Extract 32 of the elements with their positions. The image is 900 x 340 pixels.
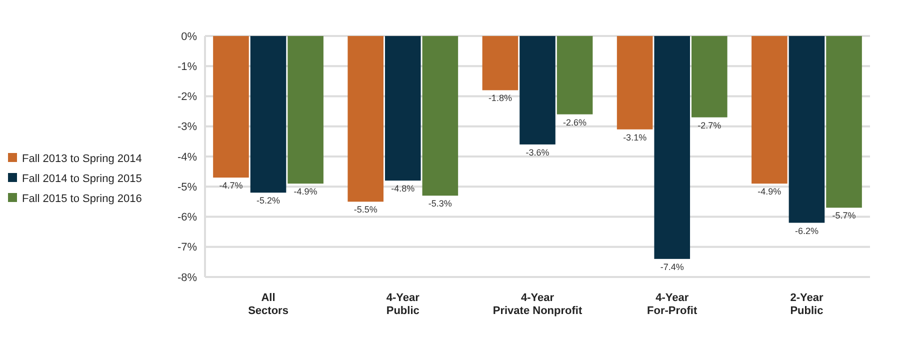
y-tick-label: -2% xyxy=(177,91,198,104)
y-tick-label: -1% xyxy=(177,60,198,73)
legend-label: Fall 2014 to Spring 2015 xyxy=(22,172,142,185)
data-label: -3.6% xyxy=(526,147,550,158)
data-label: -4.8% xyxy=(391,184,415,194)
data-label: -6.2% xyxy=(794,226,818,236)
y-tick-label: -4% xyxy=(177,151,198,164)
y-tick-label: 0% xyxy=(181,30,198,43)
y-tick-label: -5% xyxy=(177,181,198,194)
data-label: -3.1% xyxy=(623,132,647,142)
legend-label: Fall 2013 to Spring 2014 xyxy=(22,152,142,165)
x-tick-label: 4-Year Private Nonprofit xyxy=(492,292,582,317)
x-tick-label: 4-Year For-Profit xyxy=(647,292,698,317)
y-tick-label: -7% xyxy=(177,242,198,254)
data-label: -2.6% xyxy=(563,117,587,128)
y-tick-label: -3% xyxy=(177,121,198,134)
x-tick-label: 2-Year Public xyxy=(790,292,824,317)
data-label: -4.9% xyxy=(294,186,318,197)
data-label: -5.2% xyxy=(256,196,280,206)
legend-label: Fall 2015 to Spring 2016 xyxy=(22,192,142,205)
data-label: -2.7% xyxy=(698,120,722,130)
data-label: -4.7% xyxy=(219,180,243,191)
data-label: -5.3% xyxy=(428,198,452,209)
data-label: -1.8% xyxy=(488,93,512,104)
y-tick-label: -6% xyxy=(177,212,198,224)
data-label: -4.9% xyxy=(758,186,782,197)
x-tick-label: 4-Year Public xyxy=(386,292,420,317)
data-label: -7.4% xyxy=(660,262,684,272)
data-label: -5.7% xyxy=(832,210,856,221)
y-tick-label: -8% xyxy=(177,272,198,284)
data-label: -5.5% xyxy=(354,204,378,215)
x-tick-label: All Sectors xyxy=(248,292,288,317)
